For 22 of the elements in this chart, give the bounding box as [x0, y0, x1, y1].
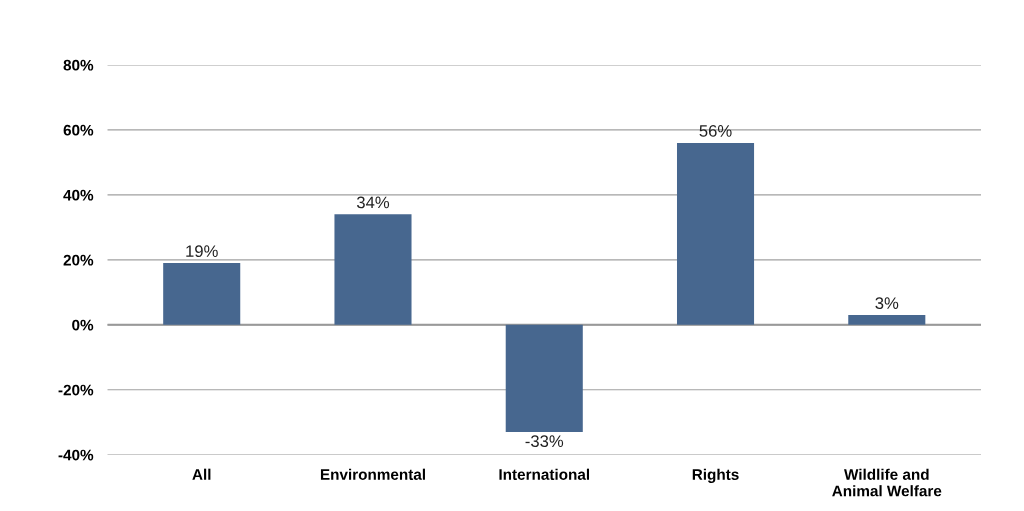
- x-tick-label: International: [499, 468, 590, 480]
- y-tick-label: -40%: [58, 449, 94, 461]
- bar: [505, 324, 583, 433]
- y-tick-label: 40%: [63, 189, 94, 201]
- data-label: 56%: [699, 125, 732, 137]
- data-label: 34%: [356, 196, 390, 209]
- x-tick-label: Rights: [692, 468, 739, 483]
- y-tick-label: 0%: [72, 319, 94, 331]
- x-tick-label: Wildlife and Animal Welfare: [832, 468, 942, 497]
- y-tick-label: -20%: [58, 384, 94, 396]
- y-tick-label: 20%: [63, 254, 94, 266]
- y-tick-label: 80%: [63, 59, 94, 71]
- x-tick-label: Environmental: [320, 468, 425, 480]
- y-tick-label: 60%: [63, 124, 94, 136]
- bar: [848, 315, 926, 325]
- data-label: 3%: [875, 297, 899, 310]
- x-tick-label: All: [192, 468, 211, 480]
- bar: [163, 263, 241, 325]
- data-label: 19%: [186, 245, 218, 258]
- data-label: -33%: [525, 435, 564, 448]
- bar: [676, 142, 755, 325]
- bar: [334, 214, 412, 325]
